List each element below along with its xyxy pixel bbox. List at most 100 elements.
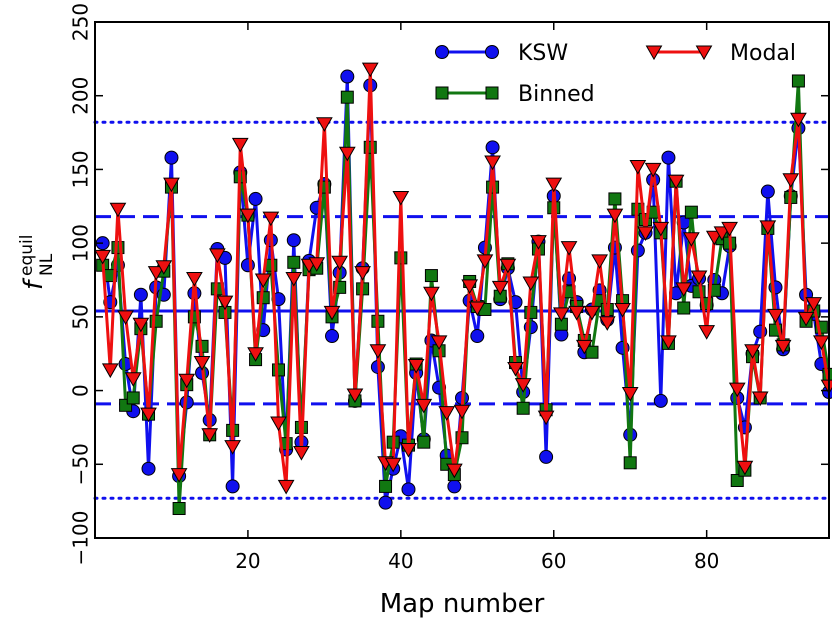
point-modal: [109, 202, 127, 218]
point-modal: [331, 255, 349, 271]
point-ksw: [240, 258, 255, 273]
point-binned: [608, 192, 622, 206]
point-modal: [262, 211, 280, 227]
point-modal: [140, 407, 157, 423]
x-tick-label: 60: [541, 549, 566, 573]
point-ksw: [164, 150, 179, 165]
point-modal: [667, 174, 685, 190]
point-modal: [254, 273, 272, 289]
point-ksw: [340, 69, 355, 84]
point-modal: [308, 257, 326, 272]
legend-entry-ksw: KSW: [435, 41, 568, 66]
point-modal: [201, 428, 219, 443]
point-modal: [277, 479, 295, 495]
point-modal: [545, 177, 563, 193]
y-axis-label-subscript: NL: [37, 253, 57, 276]
y-tick-label: 0: [69, 384, 93, 397]
point-modal: [400, 443, 417, 458]
point-modal: [346, 388, 364, 404]
series-modal: [94, 62, 832, 495]
point-binned: [524, 305, 538, 319]
point-modal: [560, 241, 578, 256]
point-binned: [684, 205, 698, 219]
legend-marker-modal: [695, 45, 713, 61]
point-modal: [774, 339, 792, 355]
y-tick-label: 200: [69, 77, 93, 115]
point-ksw: [485, 140, 500, 155]
point-ksw: [286, 233, 301, 248]
point-modal: [132, 317, 150, 333]
point-modal: [767, 308, 784, 324]
legend-marker-ksw: [435, 45, 449, 59]
point-modal: [445, 463, 463, 479]
point-modal: [361, 62, 379, 78]
point-ksw: [661, 150, 676, 165]
point-ksw: [378, 495, 393, 510]
point-modal: [231, 137, 249, 153]
point-modal: [430, 335, 448, 351]
point-ksw: [133, 287, 148, 302]
point-modal: [147, 266, 165, 281]
point-binned: [730, 474, 744, 488]
point-binned: [287, 255, 301, 269]
plot-frame: [94, 21, 830, 539]
legend-marker-binned: [485, 86, 499, 100]
point-modal: [690, 270, 708, 286]
point-modal: [491, 280, 509, 296]
point-ksw: [248, 191, 263, 206]
legend-marker-ksw: [485, 45, 499, 59]
point-binned: [516, 401, 530, 415]
x-axis-label: Map number: [380, 589, 545, 619]
point-modal: [790, 112, 807, 128]
point-modal: [338, 146, 356, 162]
legend-marker-modal: [645, 45, 663, 61]
point-modal: [354, 266, 371, 281]
point-modal: [499, 258, 517, 274]
y-tick-label: 150: [69, 150, 93, 188]
point-binned: [677, 301, 691, 315]
point-modal: [652, 221, 670, 237]
point-modal: [186, 272, 203, 287]
legend-marker-binned: [435, 86, 449, 100]
point-binned: [394, 251, 408, 265]
point-modal: [736, 460, 754, 476]
point-modal: [759, 220, 777, 236]
point-modal: [285, 272, 303, 287]
point-binned: [585, 345, 599, 359]
point-modal: [438, 406, 456, 421]
point-modal: [591, 254, 608, 269]
legend: KSW Binned Modal: [435, 41, 796, 107]
point-modal: [553, 307, 570, 323]
point-ksw: [760, 184, 775, 199]
point-modal: [170, 468, 188, 483]
point-modal: [484, 155, 501, 171]
point-binned: [379, 479, 393, 493]
point-modal: [270, 416, 287, 432]
point-modal: [614, 302, 631, 318]
point-modal: [124, 372, 142, 387]
point-modal: [461, 279, 479, 295]
point-modal: [575, 339, 593, 355]
point-modal: [698, 325, 716, 340]
point-ksw: [653, 393, 668, 408]
point-modal: [660, 335, 677, 351]
point-modal: [621, 387, 639, 402]
point-modal: [415, 398, 433, 414]
legend-label-binned: Binned: [518, 82, 595, 107]
point-ksw: [141, 461, 156, 476]
point-modal: [744, 344, 761, 359]
point-modal: [721, 221, 738, 237]
point-modal: [728, 382, 746, 398]
point-modal: [507, 361, 524, 377]
point-binned: [424, 269, 438, 283]
point-modal: [644, 162, 662, 178]
point-binned: [172, 502, 186, 516]
point-ksw: [325, 329, 340, 344]
point-modal: [812, 335, 830, 351]
point-modal: [163, 177, 180, 193]
y-tick-label: 50: [69, 304, 93, 329]
point-modal: [178, 373, 196, 389]
point-modal: [193, 356, 211, 371]
y-tick-label: 250: [69, 3, 93, 41]
point-modal: [323, 305, 341, 321]
